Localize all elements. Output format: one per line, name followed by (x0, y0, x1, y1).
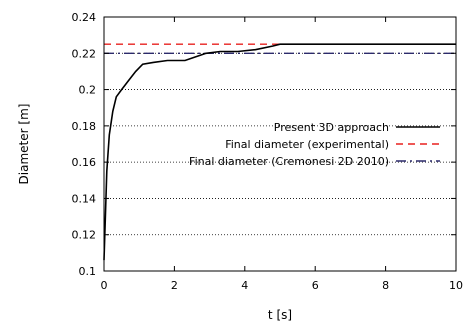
y-tick-label: 0.22 (72, 47, 97, 60)
axis-ticks: 0.1 0.12 0.14 0.16 0.18 0.2 0.22 0.24 0 2 4 6 8 10 (72, 11, 464, 292)
x-tick-label: 8 (382, 279, 389, 292)
x-tick-label: 6 (312, 279, 319, 292)
legend: Present 3D approach Final diameter (exper… (189, 121, 440, 168)
y-tick-label: 0.14 (72, 192, 97, 205)
x-tick-label: 10 (449, 279, 463, 292)
x-tick-label: 0 (101, 279, 108, 292)
legend-label: Present 3D approach (274, 121, 389, 134)
y-axis-label: Diameter [m] (17, 104, 31, 185)
y-tick-label: 0.18 (72, 120, 97, 133)
legend-label: Final diameter (Cremonesi 2D 2010) (189, 155, 389, 168)
y-tick-label: 0.1 (79, 265, 97, 278)
x-tick-label: 2 (171, 279, 178, 292)
series-line (103, 43, 456, 261)
series-lines (103, 43, 456, 261)
plot-frame (103, 16, 457, 272)
x-tick-label: 4 (241, 279, 248, 292)
y-tick-label: 0.24 (72, 11, 97, 24)
y-tick-label: 0.2 (79, 84, 97, 97)
legend-label: Final diameter (experimental) (225, 138, 389, 151)
y-tick-label: 0.12 (72, 229, 97, 242)
y-tick-label: 0.16 (72, 156, 97, 169)
x-axis-label: t [s] (268, 308, 292, 322)
